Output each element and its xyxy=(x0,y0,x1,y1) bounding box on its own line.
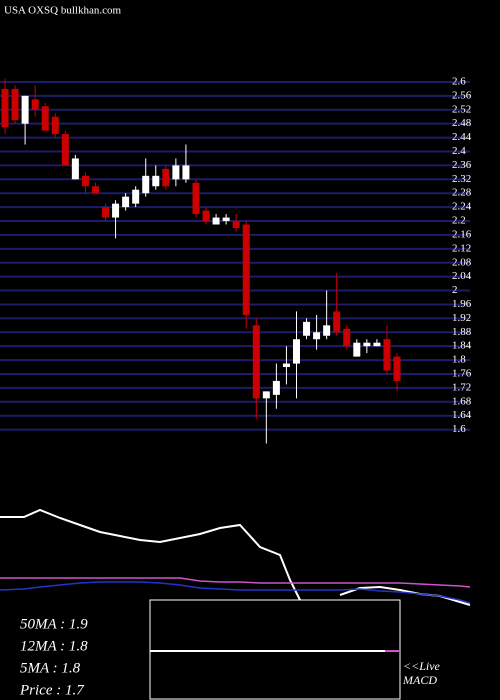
y-tick-label: 2.6 xyxy=(452,75,466,87)
y-tick-label: 1.88 xyxy=(452,326,472,338)
candle-body xyxy=(363,342,371,347)
candle-body xyxy=(393,356,401,381)
y-tick-label: 2.24 xyxy=(452,201,472,213)
candle-body xyxy=(192,182,200,215)
note-text: <<Live xyxy=(403,659,441,673)
candle-body xyxy=(1,88,9,128)
candle-body xyxy=(232,221,240,228)
candle-body xyxy=(31,99,39,110)
y-tick-label: 2.12 xyxy=(452,242,471,254)
y-tick-label: 1.96 xyxy=(452,298,472,310)
y-tick-label: 2.32 xyxy=(452,173,471,185)
y-tick-label: 1.84 xyxy=(452,340,472,352)
indicator-line xyxy=(0,577,471,588)
y-tick-label: 2.08 xyxy=(452,256,472,268)
candle-body xyxy=(21,95,29,124)
candle-body xyxy=(222,217,230,222)
y-tick-label: 2.28 xyxy=(452,187,472,199)
candle-body xyxy=(81,175,89,187)
y-tick-label: 2.48 xyxy=(452,117,472,129)
candle-body xyxy=(41,106,49,131)
candle-body xyxy=(333,311,341,333)
y-tick-label: 1.6 xyxy=(452,423,466,435)
legend-text: 5MA : 1.8 xyxy=(20,660,81,676)
candle-body xyxy=(252,325,260,399)
y-tick-label: 2 xyxy=(452,284,458,296)
candle-body xyxy=(212,217,220,225)
candle-body xyxy=(71,158,79,180)
candle-body xyxy=(202,210,210,222)
legend-text: 50MA : 1.9 xyxy=(20,616,88,632)
candle-body xyxy=(323,325,331,336)
candle-body xyxy=(313,332,321,340)
y-tick-label: 2.36 xyxy=(452,159,472,171)
y-tick-label: 2.56 xyxy=(452,89,472,101)
legend-text: Price : 1.7 xyxy=(19,682,85,698)
y-tick-label: 2.04 xyxy=(452,270,472,282)
candle-body xyxy=(122,196,130,208)
candle-body xyxy=(142,175,150,194)
candle-body xyxy=(303,321,311,336)
note-text: MACD xyxy=(402,673,437,687)
candle-body xyxy=(272,380,280,395)
y-tick-label: 1.8 xyxy=(452,354,466,366)
candle-body xyxy=(343,328,351,347)
candle-body xyxy=(353,342,361,357)
y-tick-label: 1.76 xyxy=(452,368,472,380)
chart-title: USA OXSQ bullkhan.com xyxy=(4,5,121,17)
indicator-line xyxy=(0,581,471,604)
candle-body xyxy=(292,339,300,364)
candle-body xyxy=(51,116,59,135)
macd-box xyxy=(149,599,401,700)
y-tick-label: 1.92 xyxy=(452,312,471,324)
candle-body xyxy=(61,134,69,166)
candle-body xyxy=(182,165,190,180)
indicator-line xyxy=(0,508,471,606)
candle-body xyxy=(373,342,381,347)
y-tick-label: 2.2 xyxy=(452,215,466,227)
y-tick-label: 1.68 xyxy=(452,395,472,407)
y-tick-label: 2.4 xyxy=(452,145,466,157)
y-tick-label: 1.64 xyxy=(452,409,472,421)
candle-body xyxy=(172,165,180,180)
candle-body xyxy=(132,189,140,204)
y-tick-label: 2.44 xyxy=(452,131,472,143)
y-tick-label: 1.72 xyxy=(452,381,471,393)
candle-body xyxy=(262,391,270,399)
y-tick-label: 2.16 xyxy=(452,228,472,240)
candle-body xyxy=(91,186,99,194)
candle-body xyxy=(102,207,110,218)
candle-body xyxy=(242,224,250,315)
candle-body xyxy=(112,203,120,218)
candle-body xyxy=(152,175,160,187)
y-tick-label: 2.52 xyxy=(452,103,471,115)
candle-body xyxy=(11,88,19,121)
candle-body xyxy=(162,168,170,187)
candle-body xyxy=(383,339,391,371)
candle-body xyxy=(282,363,290,368)
legend-text: 12MA : 1.8 xyxy=(20,638,88,654)
